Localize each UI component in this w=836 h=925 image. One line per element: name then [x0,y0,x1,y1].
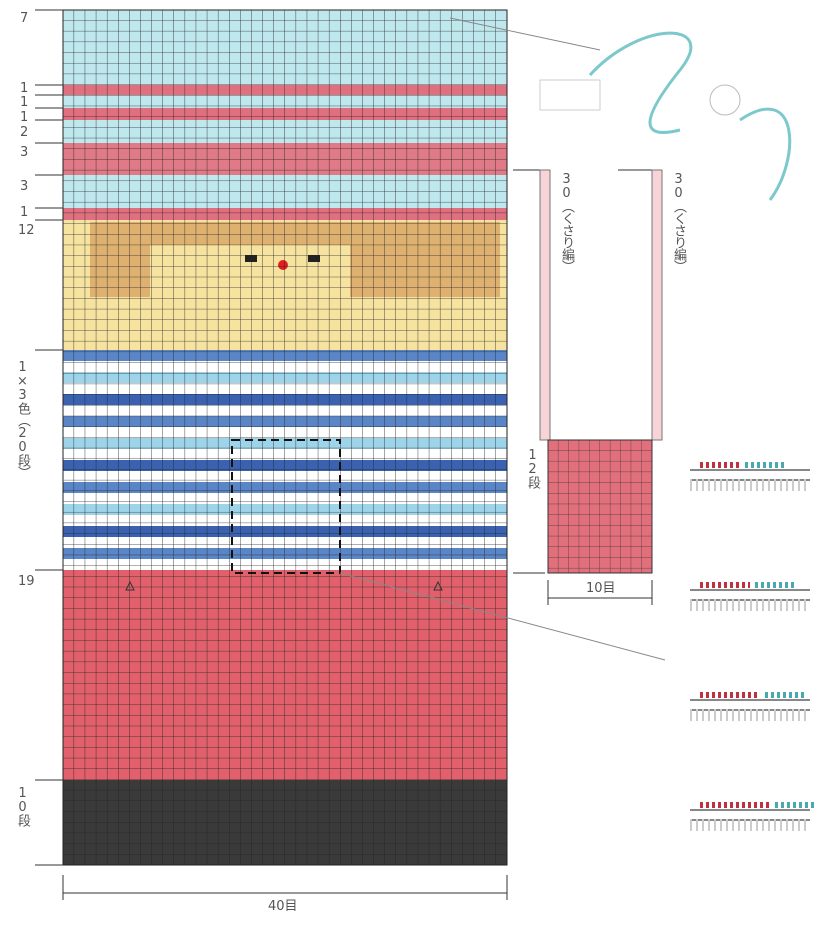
pin [690,810,810,820]
pin [690,590,810,600]
chart-drawing [0,0,836,925]
row-label: 1×3色（20段） [16,360,29,478]
row-label: 19 [18,575,35,588]
row-label: 12 [18,224,35,237]
pin [690,700,810,710]
chain-label: 30（くさり編） [560,172,573,272]
stitches-label: 10目 [586,582,616,595]
row-label: 1 [20,96,28,109]
stitch-count: 40目 [268,900,298,913]
row-label: 10段 [16,786,29,826]
illustrations [540,33,815,825]
row-label: 3 [20,146,28,159]
chain-label: 30（くさり編） [672,172,685,272]
row-label: 1 [20,206,28,219]
row-label: 7 [20,12,28,25]
pin [690,470,810,480]
grid [63,10,507,865]
diagram: 7 1 1 1 2 3 3 1 12 1×3色（20段） 19 10段 40目 … [0,0,836,925]
row-label: 1 [20,111,28,124]
row-label: 3 [20,180,28,193]
row-label: 1 [20,82,28,95]
row-label: 2 [20,126,28,139]
rows-label: 12段 [526,448,539,488]
